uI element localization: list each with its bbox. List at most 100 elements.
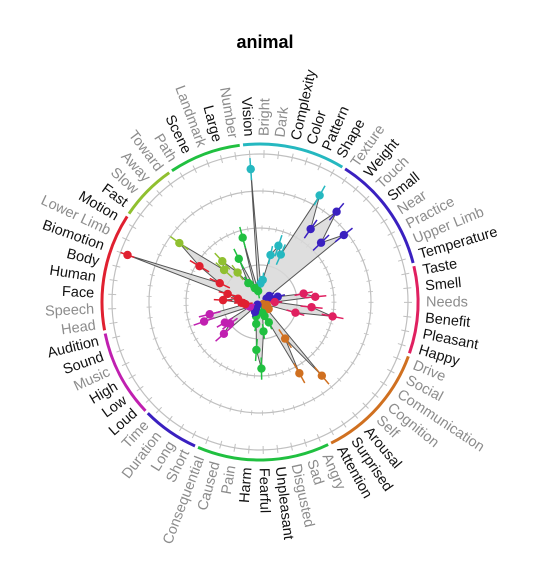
domain-arc <box>242 142 344 169</box>
tick-mark <box>329 169 335 177</box>
tick-mark <box>155 406 163 414</box>
data-point <box>244 278 253 288</box>
data-points <box>120 157 353 385</box>
tick-mark <box>191 430 197 439</box>
data-point <box>252 319 261 329</box>
data-point <box>266 250 275 260</box>
tick-mark <box>209 199 213 205</box>
tick-mark <box>167 180 174 188</box>
data-point <box>316 238 326 247</box>
tick-mark <box>187 325 193 328</box>
tick-mark <box>174 226 180 231</box>
tick-mark <box>184 311 190 314</box>
tick-mark <box>219 362 223 368</box>
data-point <box>234 254 243 264</box>
tick-mark <box>352 185 359 193</box>
tick-mark <box>317 162 322 171</box>
tick-mark <box>360 342 366 346</box>
tick-mark <box>366 280 372 282</box>
data-point <box>280 334 290 343</box>
tick-mark <box>161 356 167 360</box>
tick-mark <box>232 230 236 236</box>
feature-label: Vision <box>238 97 257 137</box>
data-point <box>317 371 327 380</box>
feature-label: Harm <box>237 467 256 504</box>
data-point <box>253 300 262 309</box>
tick-mark <box>112 264 121 268</box>
tick-mark <box>167 365 173 369</box>
data-point <box>218 295 228 305</box>
data-point <box>306 224 315 234</box>
tick-mark <box>323 266 329 270</box>
feature-label: Smell <box>425 275 463 294</box>
grid-rings <box>108 150 413 454</box>
tick-mark <box>344 369 349 374</box>
data-point <box>223 289 232 299</box>
tick-mark <box>272 409 274 415</box>
data-point <box>238 233 247 242</box>
feature-label: Needs <box>426 294 468 310</box>
tick-mark <box>185 318 191 321</box>
tick-mark <box>193 337 199 341</box>
tick-mark <box>121 361 130 367</box>
tick-mark <box>319 259 325 264</box>
feature-label: Sad <box>303 458 326 487</box>
tick-mark <box>190 269 196 273</box>
tick-mark <box>116 348 125 353</box>
feature-label: Pain <box>219 464 240 495</box>
tick-mark <box>230 192 233 198</box>
tick-mark <box>191 211 195 216</box>
tick-mark <box>246 226 249 232</box>
data-point <box>218 257 227 266</box>
data-point <box>195 261 204 271</box>
tick-mark <box>225 233 229 238</box>
tick-mark <box>219 155 224 164</box>
tick-mark <box>325 328 331 332</box>
tick-mark <box>401 329 410 333</box>
tick-mark <box>128 374 136 380</box>
feature-label: Face <box>62 284 95 302</box>
data-point <box>252 345 261 355</box>
tick-mark <box>182 218 187 223</box>
feature-label: Body <box>65 246 102 270</box>
tick-mark <box>362 195 370 203</box>
tick-mark <box>147 316 153 319</box>
tick-mark <box>363 332 369 336</box>
tick-mark <box>350 361 355 365</box>
data-point <box>215 278 224 288</box>
tick-mark <box>341 176 348 184</box>
tick-mark <box>397 343 406 347</box>
tick-mark <box>128 224 137 230</box>
data-point <box>259 327 268 336</box>
data-point <box>328 312 337 321</box>
tick-mark <box>290 442 293 451</box>
tick-mark <box>233 443 236 452</box>
tick-mark <box>292 405 296 411</box>
tick-mark <box>397 258 406 262</box>
tick-mark <box>393 244 402 249</box>
data-point <box>270 297 279 307</box>
tick-mark <box>274 371 277 377</box>
tick-mark <box>366 322 372 325</box>
tick-mark <box>240 190 243 196</box>
tick-mark <box>282 407 285 413</box>
tick-mark <box>213 358 217 363</box>
data-point <box>307 302 316 312</box>
data-point <box>276 250 286 259</box>
tick-mark <box>352 411 359 419</box>
tick-mark <box>387 368 395 374</box>
data-point <box>299 289 308 298</box>
feature-label: Human <box>48 263 97 286</box>
tick-mark <box>219 195 223 201</box>
tick-mark <box>122 237 130 242</box>
data-point <box>220 318 230 327</box>
tick-mark <box>232 368 235 374</box>
tick-mark <box>234 152 237 161</box>
tick-mark <box>362 402 369 409</box>
tick-mark <box>323 335 328 339</box>
data-point <box>199 317 209 326</box>
tick-mark <box>403 315 412 318</box>
domain-arc <box>171 143 240 173</box>
tick-mark <box>179 172 185 180</box>
